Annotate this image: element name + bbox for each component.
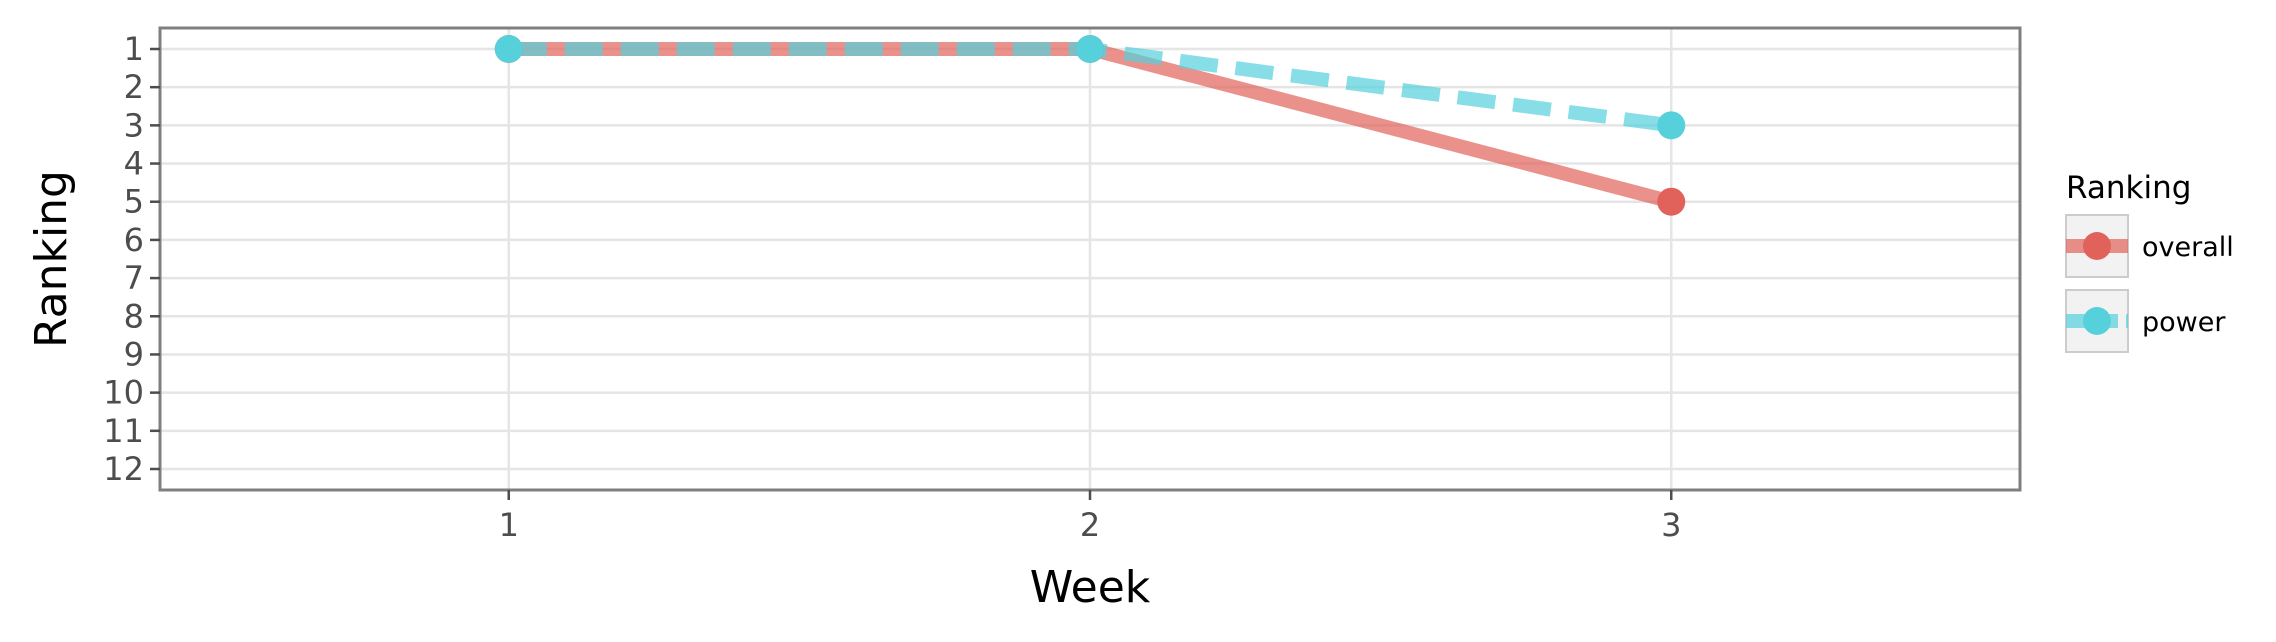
y-tick-label: 2: [124, 68, 144, 106]
legend-item-power: power: [2065, 289, 2226, 353]
legend-item-overall: overall: [2065, 214, 2234, 278]
grid-lines: [160, 28, 2020, 490]
y-tick-label: 8: [124, 297, 144, 335]
legend-label: overall: [2142, 232, 2234, 263]
y-tick-label: 10: [103, 374, 144, 412]
data-point-overall: [1657, 187, 1686, 216]
y-tick-label: 9: [124, 335, 144, 373]
y-tick-label: 5: [124, 183, 144, 221]
data-point-power: [494, 35, 523, 63]
y-tick-label: 11: [103, 412, 144, 450]
legend: Ranking overall power: [2065, 170, 2234, 353]
legend-title: Ranking: [2066, 170, 2191, 206]
x-tick-label: 1: [499, 506, 519, 544]
x-tick-label: 3: [1661, 506, 1681, 544]
x-tick-label: 2: [1080, 506, 1100, 544]
legend-key-point: [2083, 232, 2111, 260]
data-point-power: [1076, 35, 1104, 63]
y-tick-label: 7: [124, 259, 144, 297]
x-axis-title: Week: [1030, 562, 1151, 613]
legend-entries: overall power: [2065, 214, 2234, 353]
y-tick-label: 3: [124, 106, 144, 144]
y-tick-label: 4: [124, 145, 144, 183]
y-axis-title: Ranking: [26, 170, 77, 348]
series-lines: [494, 35, 1686, 216]
y-tick-label: 12: [103, 450, 144, 488]
legend-key-point: [2083, 307, 2111, 335]
data-point-power: [1657, 111, 1686, 140]
legend-label: power: [2142, 307, 2226, 338]
y-tick-label: 6: [124, 221, 144, 259]
y-tick-label: 1: [124, 30, 144, 68]
